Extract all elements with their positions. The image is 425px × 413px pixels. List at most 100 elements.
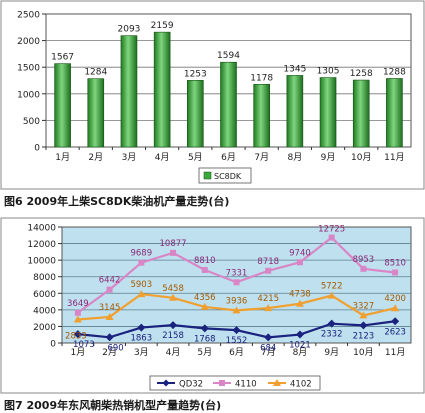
chart2-data-label-QD32: 1863 <box>130 334 152 344</box>
chart2-data-label-4102: 4356 <box>194 293 216 303</box>
chart2-legend-label-4102: 4102 <box>290 380 312 390</box>
chart1-x-tick-label: 6月 <box>221 152 236 163</box>
chart2-data-label-QD32: 2623 <box>384 327 406 337</box>
chart2-point-QD32 <box>73 330 82 339</box>
chart1-x-tick-label: 5月 <box>188 152 203 163</box>
chart2-point-QD32 <box>391 317 400 326</box>
chart2-x-tick-label: 4月 <box>166 347 181 358</box>
chart2-data-label-4110: 8810 <box>194 256 216 266</box>
chart1-caption: 图6 2009年上柴SC8DK柴油机产量走势(台) <box>4 195 230 208</box>
chart1-bar <box>352 79 370 148</box>
chart2-point-4102 <box>169 293 178 301</box>
chart1-bar <box>253 84 270 148</box>
chart2-caption: 图7 2009年东风朝柴热销机型产量趋势(台) <box>4 399 222 412</box>
chart2-data-label-4102: 3936 <box>226 296 248 306</box>
chart1-bar <box>187 80 204 148</box>
chart1-x-tick-label: 4月 <box>155 152 170 163</box>
chart1-legend-label: SC8DK <box>214 172 242 181</box>
chart2-data-label-QD32: 1552 <box>226 336 248 346</box>
chart1-bar <box>319 77 337 148</box>
chart2-data-label-QD32: 1768 <box>194 334 216 344</box>
chart2-y-tick-label: 4000 <box>33 306 56 316</box>
chart1-data-label: 1253 <box>184 69 207 79</box>
chart1-legend: SC8DK <box>198 167 252 184</box>
chart2-point-4102 <box>391 304 400 312</box>
chart1-bar <box>120 35 138 148</box>
chart2-legend-marker-QD32 <box>162 379 170 387</box>
chart2-point-4102 <box>264 304 273 312</box>
chart1-x-tick-label: 8月 <box>287 152 302 163</box>
chart2-point-4110 <box>233 279 240 286</box>
chart2-legend-label-QD32: QD32 <box>179 380 203 390</box>
chart2-point-QD32 <box>264 333 273 342</box>
chart1-bar <box>286 75 304 148</box>
chart1-y-tick-label: 2500 <box>17 11 40 21</box>
chart2-data-label-4102: 2833 <box>65 332 87 342</box>
chart2-point-4110 <box>392 269 399 276</box>
chart1-x-tick-label: 2月 <box>88 152 103 163</box>
chart1-y-tick-label: 2000 <box>17 37 40 47</box>
chart2-data-label-QD32: 684 <box>260 343 276 353</box>
chart2-point-4102 <box>232 306 241 314</box>
chart1-data-label: 1567 <box>51 53 74 63</box>
chart2-point-4102 <box>295 299 304 307</box>
chart1-legend-box <box>198 167 252 184</box>
chart2-legend: QD32 4110 4102 <box>149 375 321 391</box>
chart1-bar <box>54 63 71 148</box>
chart2-point-4102 <box>359 311 368 319</box>
chart2-point-QD32 <box>295 330 304 339</box>
chart2-data-label-4110: 8953 <box>353 255 375 265</box>
chart1-data-label: 1284 <box>84 68 107 78</box>
chart2-data-label-4110: 8510 <box>384 258 406 268</box>
chart2-legend-marker-4110 <box>219 380 225 386</box>
chart2-point-4110 <box>296 259 303 266</box>
chart2-x-tick-label: 8月 <box>293 347 308 358</box>
chart2-data-label-4102: 3145 <box>99 303 121 313</box>
chart2-point-4102 <box>73 315 82 323</box>
chart2-data-label-QD32: 2158 <box>162 331 184 341</box>
chart1-data-label: 1345 <box>283 64 306 74</box>
chart2-data-label-4102: 4738 <box>289 290 311 300</box>
chart2-x-tick-label: 6月 <box>229 347 244 358</box>
chart1-x-tick-label: 9月 <box>321 152 336 163</box>
chart2-data-label-4102: 4215 <box>257 294 279 304</box>
chart1-y-tick-label: 1000 <box>17 90 40 100</box>
chart2-point-4102 <box>327 291 336 299</box>
chart2-x-tick-label: 5月 <box>197 347 212 358</box>
chart2-data-label-4110: 3649 <box>67 299 89 309</box>
chart2-y-tick-label: 8000 <box>33 273 56 283</box>
chart2-point-QD32 <box>327 319 336 328</box>
chart2-point-QD32 <box>137 323 146 332</box>
chart2-point-4110 <box>360 265 367 272</box>
chart2-point-4102 <box>105 312 114 320</box>
chart1-y-tick-label: 0 <box>34 144 40 154</box>
chart2-point-QD32 <box>200 324 209 333</box>
chart1-x-tick-label: 11月 <box>384 152 404 163</box>
chart2-data-label-QD32: 2123 <box>353 331 375 341</box>
chart1-bar <box>87 78 105 148</box>
chart2-point-QD32 <box>359 321 368 330</box>
chart2-x-tick-label: 9月 <box>324 347 339 358</box>
chart2-point-4110 <box>138 259 145 266</box>
chart2-point-4110 <box>106 286 113 293</box>
chart2-data-label-4110: 7331 <box>226 268 248 278</box>
chart2-point-4110 <box>265 267 272 274</box>
chart2-y-tick-label: 14000 <box>27 224 56 234</box>
chart2-data-label-4102: 3327 <box>353 301 375 311</box>
chart2-point-QD32 <box>169 321 178 330</box>
chart2-y-tick-label: 12000 <box>27 240 56 250</box>
chart2-y-tick-label: 2000 <box>33 323 56 333</box>
chart1-x-tick-label: 1月 <box>55 152 70 163</box>
chart1-data-label: 2093 <box>118 25 141 35</box>
chart2-point-4110 <box>74 309 81 316</box>
chart2-y-tick-label: 6000 <box>33 290 56 300</box>
chart2-y-tick-label: 0 <box>50 340 56 350</box>
chart2-point-4102 <box>200 302 209 310</box>
chart1-data-label: 1288 <box>383 67 406 77</box>
chart2-point-QD32 <box>105 333 114 342</box>
chart2-x-tick-label: 7月 <box>261 347 276 358</box>
chart1-bar <box>153 31 171 148</box>
chart1-bar <box>220 61 237 148</box>
